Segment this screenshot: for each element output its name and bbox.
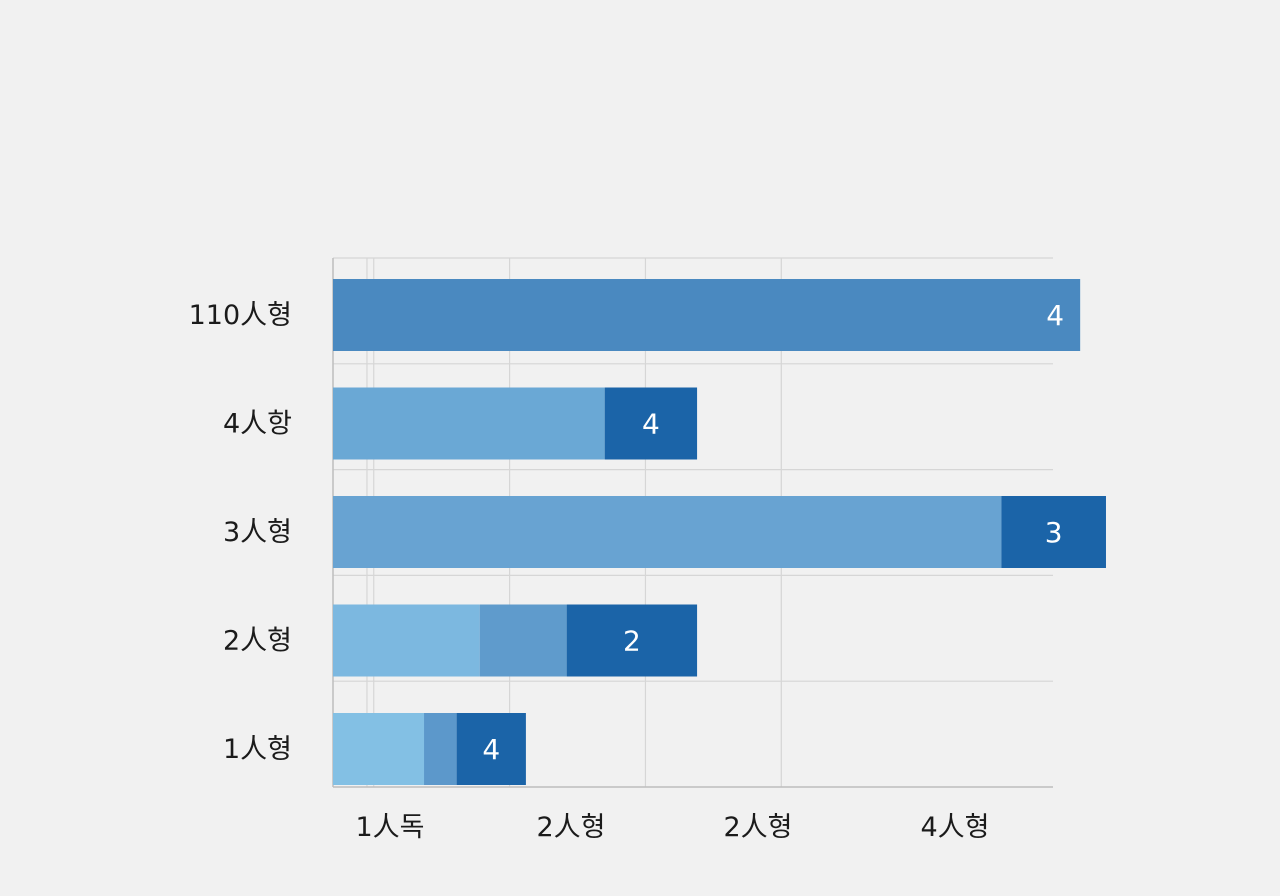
- bar-segment: [333, 387, 605, 460]
- x-tick-label: 1人독: [355, 812, 424, 843]
- bar-value-label: 4: [642, 408, 660, 441]
- bar-segment: [1001, 496, 1106, 568]
- bar-value-label: 3: [1045, 516, 1063, 549]
- bar-segment: [333, 713, 425, 785]
- bar-segment: [479, 604, 567, 677]
- category-label: 1人형: [223, 734, 292, 765]
- bars: [333, 279, 1106, 785]
- x-tick-label: 2人형: [723, 812, 792, 843]
- bar-value-labels: 4 4 3 2 4: [482, 299, 1064, 766]
- bar-segment: [456, 713, 526, 785]
- bar-value-label: 2: [623, 625, 641, 658]
- bar-segment: [424, 713, 457, 785]
- bar-segment: [333, 496, 1002, 568]
- x-tick-labels: 1人독 2人형 2人형 4人형: [355, 812, 989, 843]
- bar-segment: [333, 604, 480, 677]
- bar-segment: [333, 279, 1081, 351]
- category-label: 2人형: [223, 626, 292, 657]
- bar-segment: [604, 387, 698, 460]
- bar-value-label: 4: [482, 733, 500, 766]
- x-tick-label: 4人형: [920, 812, 989, 843]
- category-labels: 110人형 4人항 3人형 2人형 1人형: [189, 300, 292, 765]
- category-label: 4人항: [223, 409, 292, 440]
- x-tick-label: 2人형: [536, 812, 605, 843]
- category-label: 110人형: [189, 300, 292, 331]
- bar-value-label: 4: [1046, 299, 1064, 332]
- bar-segment: [566, 604, 698, 677]
- category-label: 3人형: [223, 517, 292, 548]
